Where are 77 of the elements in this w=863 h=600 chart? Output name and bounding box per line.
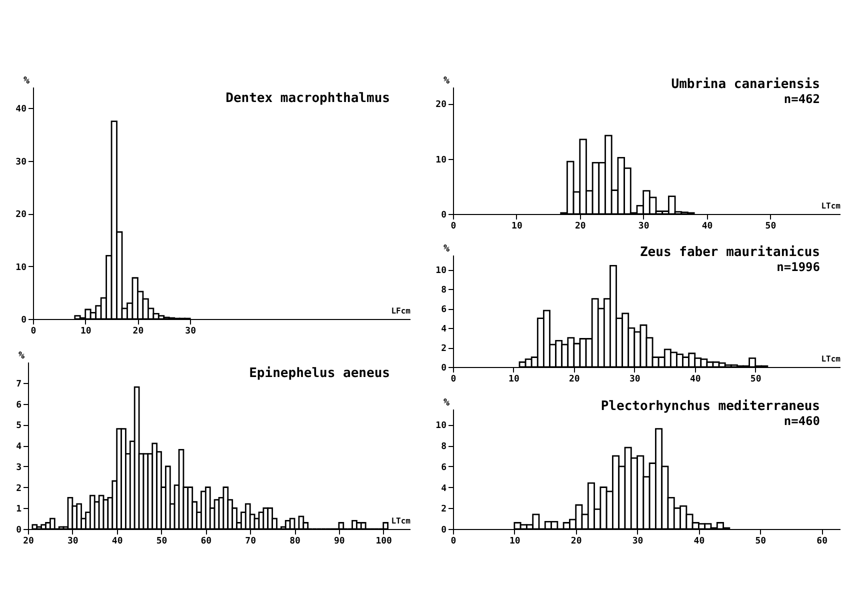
y-axis-title: % bbox=[23, 76, 30, 86]
chart-title: Epinephelus aeneus bbox=[249, 366, 390, 381]
x-tick-label: 50 bbox=[765, 222, 776, 232]
x-tick-label: 20 bbox=[574, 222, 586, 232]
x-tick-label: 30 bbox=[632, 536, 644, 546]
x-tick-label: 50 bbox=[156, 536, 168, 546]
y-tick-label: 4 bbox=[441, 324, 448, 335]
x-tick-label: 0 bbox=[30, 326, 36, 336]
y-tick-label: 20 bbox=[16, 210, 26, 220]
y-axis-title: % bbox=[443, 76, 450, 86]
x-tick-label: 10 bbox=[80, 326, 92, 336]
y-tick-label: 1 bbox=[16, 504, 22, 515]
y-tick-label: 3 bbox=[16, 462, 22, 473]
x-axis-title: LTcm bbox=[391, 516, 411, 526]
y-tick-label: 0 bbox=[441, 210, 446, 220]
y-tick-label: 2 bbox=[441, 344, 446, 354]
x-tick-label: 70 bbox=[245, 536, 256, 546]
chart-title: Zeus faber mauritanicus bbox=[640, 245, 820, 260]
x-tick-label: 50 bbox=[750, 374, 762, 384]
x-tick-label: 10 bbox=[508, 374, 520, 384]
y-tick-label: 20 bbox=[436, 100, 446, 110]
x-axis-title: LTcm bbox=[821, 354, 841, 364]
y-axis-title: % bbox=[18, 350, 24, 362]
y-tick-label: 40 bbox=[16, 104, 26, 115]
x-tick-label: 40 bbox=[694, 536, 705, 546]
y-tick-label: 0 bbox=[441, 364, 446, 374]
x-tick-label: 0 bbox=[450, 222, 456, 232]
chart-subtitle: n=1996 bbox=[776, 260, 820, 274]
x-tick-label: 30 bbox=[185, 326, 196, 336]
y-axis-title: % bbox=[443, 244, 450, 254]
x-tick-label: 20 bbox=[132, 326, 144, 336]
y-tick-label: 0 bbox=[16, 526, 22, 536]
chart-title: Umbrina canariensis bbox=[671, 77, 820, 92]
x-tick-label: 20 bbox=[569, 374, 580, 384]
x-tick-label: 90 bbox=[334, 536, 345, 546]
y-tick-label: 6 bbox=[16, 400, 22, 410]
y-tick-label: 2 bbox=[441, 504, 446, 515]
x-tick-label: 10 bbox=[512, 222, 522, 232]
y-tick-label: 0 bbox=[441, 526, 446, 536]
x-axis-title: LTcm bbox=[821, 202, 841, 210]
y-tick-label: 4 bbox=[441, 484, 448, 494]
y-tick-label: 6 bbox=[441, 305, 446, 316]
x-tick-label: 40 bbox=[702, 222, 713, 232]
y-tick-label: 8 bbox=[441, 442, 446, 452]
y-tick-label: 2 bbox=[16, 484, 22, 494]
x-tick-label: 80 bbox=[290, 536, 300, 546]
y-tick-label: 8 bbox=[441, 286, 446, 296]
y-tick-label: 6 bbox=[441, 462, 446, 473]
y-tick-label: 30 bbox=[16, 157, 26, 168]
y-tick-label: 10 bbox=[16, 262, 26, 273]
x-tick-label: 50 bbox=[755, 536, 766, 546]
x-tick-label: 60 bbox=[816, 536, 828, 546]
x-axis-title: LFcm bbox=[391, 306, 411, 316]
x-tick-label: 20 bbox=[570, 536, 582, 546]
x-tick-label: 100 bbox=[376, 536, 392, 546]
x-tick-label: 60 bbox=[200, 536, 212, 546]
chart-title: Dentex macrophthalmus bbox=[226, 91, 390, 106]
chart-subtitle: n=462 bbox=[784, 92, 820, 106]
x-tick-label: 30 bbox=[67, 536, 78, 546]
y-tick-label: 5 bbox=[16, 421, 22, 432]
x-tick-label: 40 bbox=[690, 374, 701, 384]
x-tick-label: 0 bbox=[450, 374, 456, 384]
x-tick-label: 10 bbox=[510, 536, 520, 546]
y-tick-label: 10 bbox=[436, 155, 446, 166]
x-tick-label: 20 bbox=[23, 536, 34, 546]
y-tick-label: 10 bbox=[436, 421, 446, 432]
x-tick-label: 40 bbox=[112, 536, 123, 546]
x-tick-label: 30 bbox=[629, 374, 640, 384]
chart-title: Plectorhynchus mediterraneus bbox=[600, 399, 820, 414]
x-tick-label: 0 bbox=[450, 536, 456, 546]
y-tick-label: 0 bbox=[21, 316, 26, 326]
chart-subtitle: n=460 bbox=[784, 414, 820, 428]
x-tick-label: 30 bbox=[638, 222, 650, 232]
y-axis-title: % bbox=[443, 398, 450, 408]
y-tick-label: 7 bbox=[16, 379, 22, 390]
y-tick-label: 10 bbox=[436, 266, 446, 276]
y-tick-label: 4 bbox=[16, 442, 22, 452]
